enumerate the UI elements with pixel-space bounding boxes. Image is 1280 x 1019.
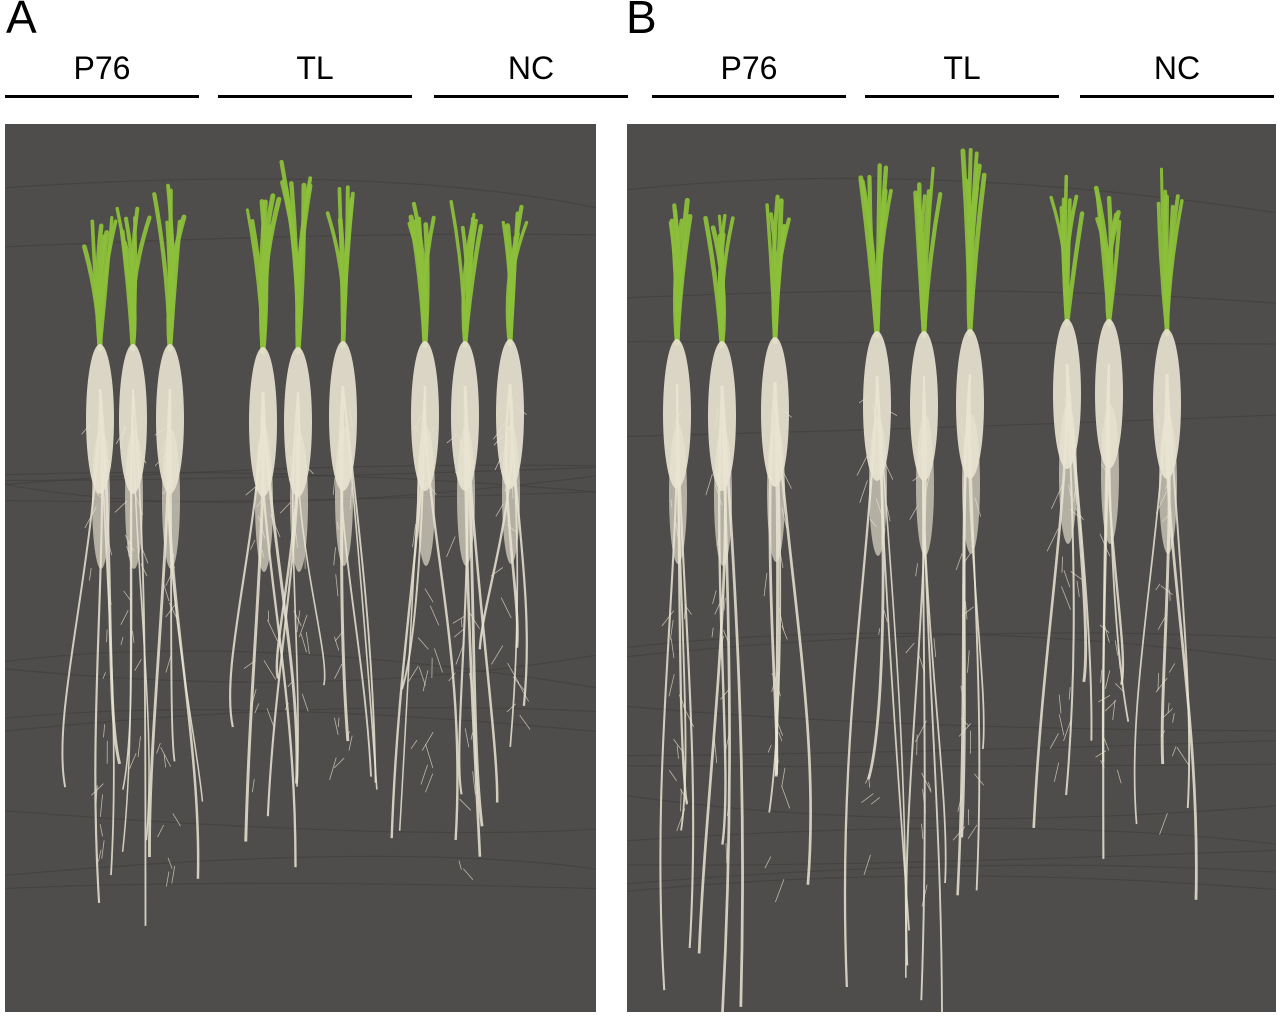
panel-b-group-label-nc: NC — [1153, 50, 1201, 86]
rice-seedling — [61, 215, 122, 904]
panel-a-group-label-nc: NC — [507, 50, 555, 86]
rice-seedling — [478, 204, 531, 747]
rice-seedling — [659, 197, 695, 991]
rice-seedlings-roots-photo-b — [627, 124, 1276, 1012]
rice-seedling — [446, 200, 499, 881]
rice-seedling — [843, 163, 910, 988]
panel-b-group-label-tl: TL — [943, 50, 981, 86]
panel-b-group-rule-tl — [865, 95, 1059, 98]
panel-a-group-rule-tl — [218, 95, 412, 98]
rice-seedling — [148, 183, 204, 887]
panel-a-letter: A — [6, 0, 37, 43]
panel-a-photo — [5, 124, 596, 1012]
rice-seedling — [390, 201, 459, 841]
panel-a-group-rule-nc — [434, 95, 628, 98]
rice-seedling — [761, 194, 812, 903]
panel-a-group-label-tl: TL — [296, 50, 334, 86]
panel-b-group-rule-nc — [1080, 95, 1274, 98]
panel-b-group-rule-p76 — [652, 95, 846, 98]
rice-seedling — [1093, 185, 1130, 859]
rice-seedling — [1032, 174, 1093, 829]
rice-seedling — [905, 166, 947, 1012]
rice-seedling — [266, 159, 326, 817]
rice-seedling — [697, 213, 744, 1012]
panel-b-group-label-p76: P76 — [720, 50, 778, 86]
panel-b-letter: B — [626, 0, 657, 43]
rice-seedling — [325, 185, 378, 790]
rice-seedling — [114, 206, 152, 926]
rice-seedling — [952, 147, 987, 896]
rice-seedlings-roots-photo-a — [5, 124, 596, 1012]
panel-b-photo — [627, 124, 1276, 1012]
rice-seedling — [229, 193, 299, 868]
rice-seedling — [1133, 167, 1198, 900]
panel-a-group-rule-p76 — [5, 95, 199, 98]
panel-a-group-label-p76: P76 — [73, 50, 131, 86]
